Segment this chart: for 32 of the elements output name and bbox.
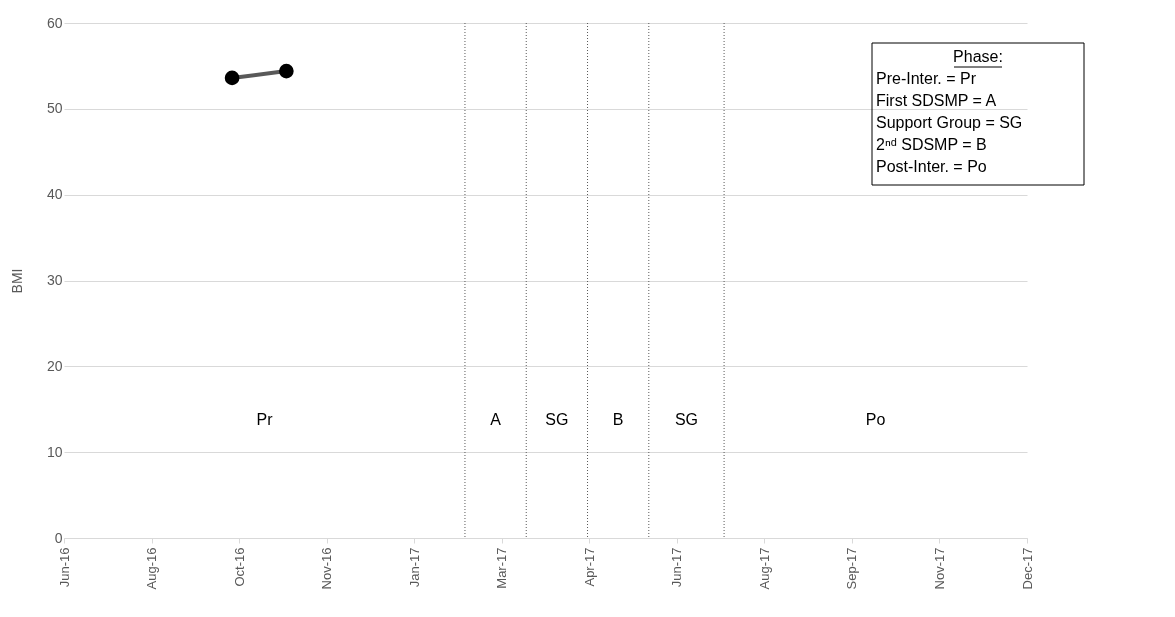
x-tick-label: Jun-16 — [56, 547, 72, 588]
annotation: A — [490, 410, 502, 428]
annotation: First SDSMP = A — [876, 92, 997, 109]
x-tick-label: Aug-17 — [756, 547, 772, 590]
x-tick-label: Nov-16 — [319, 547, 335, 590]
annotation: SG — [545, 410, 569, 428]
y-tick-label: 60 — [46, 14, 63, 31]
x-tick-label: Oct-16 — [231, 547, 247, 587]
x-tick-label: Nov-17 — [931, 547, 947, 590]
x-tick-label: Dec-17 — [1019, 547, 1035, 590]
annotation: Po — [865, 410, 886, 428]
annotation: Pre-Inter. = Pr — [876, 70, 977, 87]
x-tick-label: Mar-17 — [494, 547, 510, 589]
x-tick-label: Jun-17 — [669, 547, 685, 588]
annotation: Phase: — [953, 48, 1003, 65]
x-tick-label: Apr-17 — [581, 547, 597, 587]
annotation: Pr — [256, 410, 274, 428]
y-tick-label: 50 — [46, 100, 63, 117]
annotation: Post-Inter. = Po — [876, 158, 987, 175]
y-tick-label: 40 — [46, 186, 63, 203]
annotation: Support Group = SG — [876, 114, 1023, 131]
x-tick-label: Jan-17 — [406, 547, 422, 588]
y-axis-title: BMI — [8, 268, 25, 294]
annotation: 2ⁿᵈ SDSMP = B — [876, 136, 987, 153]
y-tick-label: 20 — [46, 357, 63, 374]
annotation: SG — [674, 410, 699, 428]
y-tick-label: 30 — [46, 272, 63, 288]
y-tick-label: 0 — [54, 529, 63, 546]
x-tick-label: Aug-16 — [144, 547, 160, 590]
y-tick-label: 10 — [46, 443, 63, 460]
annotation: B — [612, 410, 624, 428]
x-tick-label: Sep-17 — [844, 547, 860, 590]
